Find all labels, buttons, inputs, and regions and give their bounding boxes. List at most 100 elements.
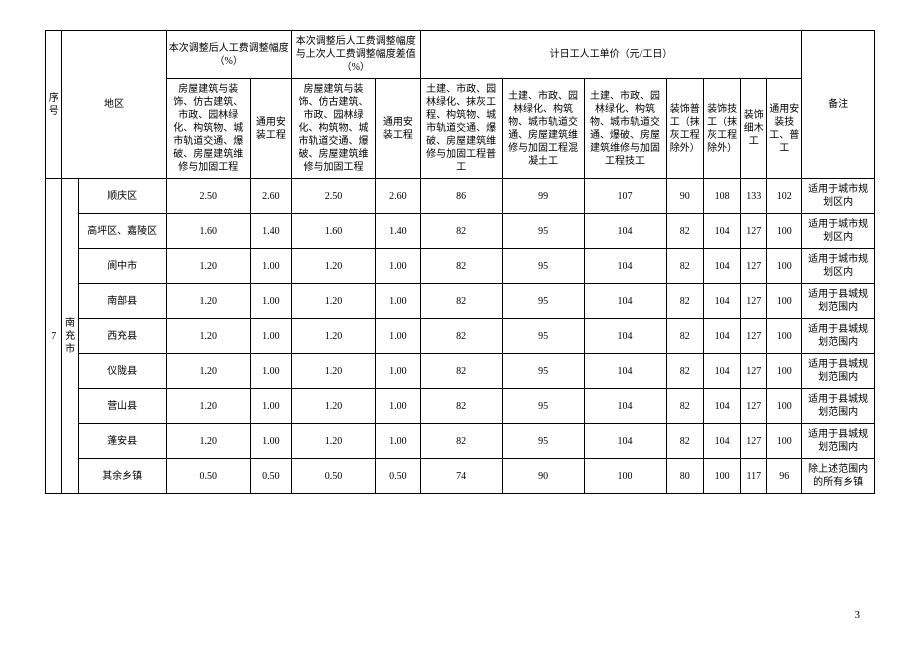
cell-p3: 104	[584, 214, 666, 249]
cell-p6: 127	[741, 214, 767, 249]
cell-p7: 102	[767, 179, 802, 214]
cell-a1: 1.20	[166, 354, 250, 389]
cell-note: 适用于县城规划范围内	[802, 354, 875, 389]
table-row: 营山县1.201.001.201.00829510482104127100适用于…	[46, 389, 875, 424]
cell-a2: 1.40	[250, 214, 291, 249]
table-row: 阆中市1.201.001.201.00829510482104127100适用于…	[46, 249, 875, 284]
cell-d2: 1.00	[376, 424, 420, 459]
cell-p3: 104	[584, 249, 666, 284]
header-adj1: 房屋建筑与装饰、仿古建筑、市政、园林绿化、构筑物、城市轨道交通、爆破、房屋建筑维…	[166, 79, 250, 179]
cell-p6: 127	[741, 424, 767, 459]
cell-p5: 104	[703, 424, 740, 459]
cell-p3: 104	[584, 284, 666, 319]
header-price-group: 计日工人工单价（元/工日）	[420, 31, 802, 79]
cell-p7: 100	[767, 284, 802, 319]
header-note: 备注	[802, 31, 875, 179]
cell-p5: 104	[703, 249, 740, 284]
cell-a2: 1.00	[250, 284, 291, 319]
cell-p4: 90	[666, 179, 703, 214]
cell-p4: 82	[666, 319, 703, 354]
cell-a2: 1.00	[250, 424, 291, 459]
cell-p6: 117	[741, 459, 767, 494]
cell-d2: 1.00	[376, 319, 420, 354]
page-number: 3	[855, 609, 861, 621]
cell-p6: 127	[741, 249, 767, 284]
cell-district: 高坪区、嘉陵区	[78, 214, 166, 249]
cell-note: 适用于城市规划区内	[802, 179, 875, 214]
table-row: 其余乡镇0.500.500.500.5074901008010011796除上述…	[46, 459, 875, 494]
cell-d2: 1.00	[376, 249, 420, 284]
cell-p2: 95	[502, 424, 584, 459]
cell-district: 营山县	[78, 389, 166, 424]
cell-d1: 1.20	[291, 319, 375, 354]
cell-note: 适用于县城规划范围内	[802, 389, 875, 424]
header-p2: 土建、市政、园林绿化、构筑物、城市轨道交通、房屋建筑维修与加固工程混凝土工	[502, 79, 584, 179]
cell-p4: 82	[666, 284, 703, 319]
cell-p6: 127	[741, 389, 767, 424]
cell-d2: 1.00	[376, 354, 420, 389]
cell-seq: 7	[46, 179, 62, 494]
header-p4: 装饰普工（抹灰工程除外）	[666, 79, 703, 179]
cell-a1: 1.20	[166, 284, 250, 319]
cell-d1: 0.50	[291, 459, 375, 494]
cell-p5: 104	[703, 354, 740, 389]
cell-d1: 1.20	[291, 354, 375, 389]
cell-p7: 100	[767, 249, 802, 284]
cell-p7: 100	[767, 389, 802, 424]
header-diff2: 通用安装工程	[376, 79, 420, 179]
cell-a1: 1.20	[166, 424, 250, 459]
table-body: 7南充市顺庆区2.502.602.502.6086991079010813310…	[46, 179, 875, 494]
header-diff1: 房屋建筑与装饰、仿古建筑、市政、园林绿化、构筑物、城市轨道交通、爆破、房屋建筑维…	[291, 79, 375, 179]
cell-d2: 2.60	[376, 179, 420, 214]
cell-note: 适用于县城规划范围内	[802, 284, 875, 319]
cell-p2: 95	[502, 389, 584, 424]
cell-district: 阆中市	[78, 249, 166, 284]
cell-p2: 99	[502, 179, 584, 214]
cell-p7: 100	[767, 319, 802, 354]
cell-d1: 1.20	[291, 424, 375, 459]
cell-d1: 2.50	[291, 179, 375, 214]
cell-p1: 86	[420, 179, 502, 214]
cell-p7: 96	[767, 459, 802, 494]
cell-p1: 82	[420, 319, 502, 354]
cell-p7: 100	[767, 354, 802, 389]
cell-d1: 1.20	[291, 249, 375, 284]
cell-d1: 1.60	[291, 214, 375, 249]
header-p1: 土建、市政、园林绿化、抹灰工程、构筑物、城市轨道交通、爆破、房屋建筑维修与加固工…	[420, 79, 502, 179]
cell-a1: 0.50	[166, 459, 250, 494]
cell-p2: 95	[502, 249, 584, 284]
cell-d2: 1.00	[376, 389, 420, 424]
cell-p4: 82	[666, 214, 703, 249]
cell-p3: 104	[584, 319, 666, 354]
cell-p6: 133	[741, 179, 767, 214]
cell-district: 西充县	[78, 319, 166, 354]
table-row: 南部县1.201.001.201.00829510482104127100适用于…	[46, 284, 875, 319]
table-row: 高坪区、嘉陵区1.601.401.601.4082951048210412710…	[46, 214, 875, 249]
cell-p4: 80	[666, 459, 703, 494]
cell-a2: 1.00	[250, 389, 291, 424]
cell-p5: 104	[703, 284, 740, 319]
cell-p3: 107	[584, 179, 666, 214]
table-row: 仪陇县1.201.001.201.00829510482104127100适用于…	[46, 354, 875, 389]
header-diff-group: 本次调整后人工费调整幅度与上次人工费调整幅度差值（%）	[291, 31, 420, 79]
cell-p2: 95	[502, 319, 584, 354]
header-p6: 装饰细木工	[741, 79, 767, 179]
cell-a2: 0.50	[250, 459, 291, 494]
cell-p4: 82	[666, 424, 703, 459]
cell-p5: 108	[703, 179, 740, 214]
labor-cost-table: 序号 地区 本次调整后人工费调整幅度（%） 本次调整后人工费调整幅度与上次人工费…	[45, 30, 875, 494]
cell-district: 其余乡镇	[78, 459, 166, 494]
cell-p1: 82	[420, 284, 502, 319]
cell-note: 适用于城市规划区内	[802, 214, 875, 249]
header-p3: 土建、市政、园林绿化、构筑物、城市轨道交通、爆破、房屋建筑维修与加固工程技工	[584, 79, 666, 179]
cell-p6: 127	[741, 354, 767, 389]
header-region: 地区	[62, 31, 166, 179]
cell-p2: 95	[502, 354, 584, 389]
cell-p4: 82	[666, 354, 703, 389]
cell-p1: 82	[420, 249, 502, 284]
cell-p1: 74	[420, 459, 502, 494]
cell-d1: 1.20	[291, 284, 375, 319]
cell-a2: 1.00	[250, 354, 291, 389]
cell-p4: 82	[666, 389, 703, 424]
cell-p3: 100	[584, 459, 666, 494]
